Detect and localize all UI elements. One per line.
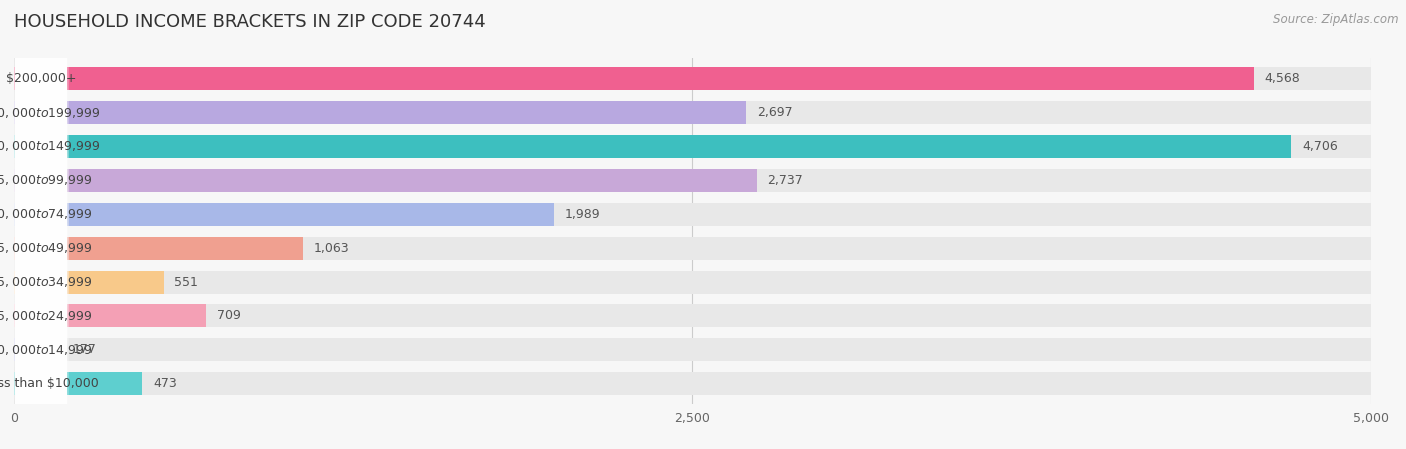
Text: 4,706: 4,706 — [1302, 140, 1337, 153]
Bar — [14, 101, 747, 124]
Bar — [14, 169, 756, 192]
Text: 709: 709 — [218, 309, 242, 322]
Text: $100,000 to $149,999: $100,000 to $149,999 — [0, 140, 101, 154]
Text: 551: 551 — [174, 276, 198, 289]
Text: 2,697: 2,697 — [756, 106, 793, 119]
Text: 1,989: 1,989 — [565, 208, 600, 221]
FancyBboxPatch shape — [14, 0, 67, 274]
Bar — [14, 271, 163, 294]
FancyBboxPatch shape — [14, 87, 67, 449]
Text: 473: 473 — [153, 377, 177, 390]
Bar — [14, 67, 1371, 90]
Bar — [14, 169, 1371, 192]
Text: $10,000 to $14,999: $10,000 to $14,999 — [0, 343, 93, 357]
Text: $75,000 to $99,999: $75,000 to $99,999 — [0, 173, 93, 187]
FancyBboxPatch shape — [14, 0, 67, 342]
Bar — [14, 304, 207, 327]
Bar — [14, 203, 554, 226]
Text: Less than $10,000: Less than $10,000 — [0, 377, 98, 390]
FancyBboxPatch shape — [14, 53, 67, 443]
Text: 177: 177 — [73, 343, 97, 357]
FancyBboxPatch shape — [14, 189, 67, 449]
Bar — [14, 237, 1371, 260]
FancyBboxPatch shape — [14, 19, 67, 409]
FancyBboxPatch shape — [14, 0, 67, 308]
Text: $25,000 to $34,999: $25,000 to $34,999 — [0, 275, 93, 289]
Bar — [14, 372, 142, 395]
Text: 4,568: 4,568 — [1264, 72, 1301, 85]
Bar — [14, 372, 1371, 395]
FancyBboxPatch shape — [14, 0, 67, 375]
Text: Source: ZipAtlas.com: Source: ZipAtlas.com — [1274, 13, 1399, 26]
Bar — [14, 339, 62, 361]
Text: HOUSEHOLD INCOME BRACKETS IN ZIP CODE 20744: HOUSEHOLD INCOME BRACKETS IN ZIP CODE 20… — [14, 13, 486, 31]
Bar — [14, 203, 1371, 226]
Text: $200,000+: $200,000+ — [6, 72, 76, 85]
Bar — [14, 135, 1291, 158]
Text: 1,063: 1,063 — [314, 242, 349, 255]
Bar — [14, 67, 1254, 90]
Text: 2,737: 2,737 — [768, 174, 803, 187]
Text: $15,000 to $24,999: $15,000 to $24,999 — [0, 309, 93, 323]
Bar — [14, 237, 302, 260]
Text: $35,000 to $49,999: $35,000 to $49,999 — [0, 241, 93, 255]
Bar — [14, 271, 1371, 294]
Bar — [14, 339, 1371, 361]
Bar — [14, 101, 1371, 124]
Text: $50,000 to $74,999: $50,000 to $74,999 — [0, 207, 93, 221]
Bar — [14, 304, 1371, 327]
FancyBboxPatch shape — [14, 121, 67, 449]
FancyBboxPatch shape — [14, 155, 67, 449]
Text: $150,000 to $199,999: $150,000 to $199,999 — [0, 106, 101, 119]
Bar — [14, 135, 1371, 158]
